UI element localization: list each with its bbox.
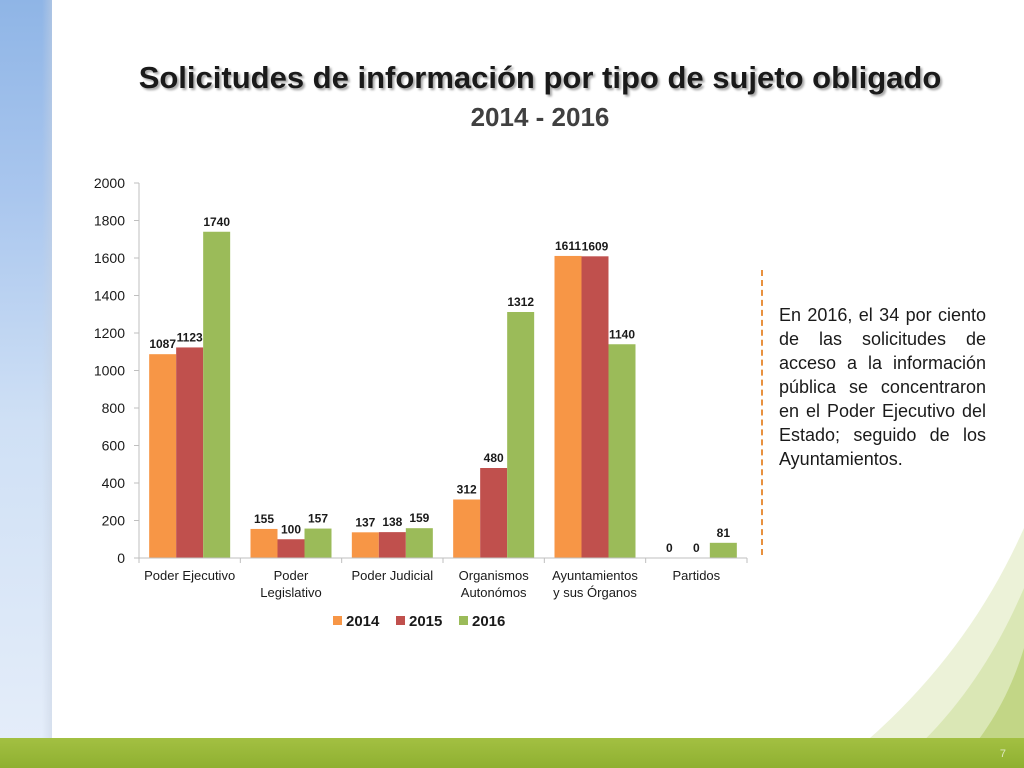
data-label-2014: 137: [355, 515, 375, 529]
bar-2014: [250, 528, 278, 558]
bar-2015: [176, 347, 204, 558]
x-category-label: Poder Judicial: [352, 568, 434, 583]
summary-note: En 2016, el 34 por ciento de las solicit…: [779, 305, 986, 469]
legend-label-2016: 2016: [472, 613, 505, 630]
slide-title: Solicitudes de información por tipo de s…: [138, 60, 942, 95]
data-labels: 1087 1123 1740 155 100 157 137 138 159 312 480 1312…: [149, 215, 730, 555]
bar-2014: [351, 532, 379, 558]
bar-2016: [304, 528, 332, 558]
y-tick-label: 1800: [94, 213, 125, 229]
data-label-2014: 312: [457, 483, 477, 497]
bar-2015: [581, 256, 609, 558]
left-band-shadow: [42, 0, 52, 768]
bar-2016: [203, 231, 231, 558]
x-category-label: Partidos: [672, 568, 720, 583]
y-tick-label: 1400: [94, 288, 125, 304]
legend-swatch-2015: [396, 616, 405, 625]
bar-2016: [507, 312, 535, 558]
data-label-2015: 1123: [177, 330, 203, 344]
y-tick-label: 400: [102, 475, 126, 491]
bars: [149, 231, 737, 558]
bar-2014: [554, 255, 582, 558]
data-label-2014: 1611: [555, 239, 581, 253]
dashed-divider: [761, 270, 763, 555]
bottom-decorative-band: [0, 738, 1024, 768]
bar-2014: [453, 499, 481, 558]
slide-subtitle: 2014 - 2016: [470, 102, 610, 132]
x-axis: Poder Ejecutivo Poder Legislativo Poder Jud…: [138, 557, 748, 600]
bar-2016: [405, 528, 433, 558]
y-tick-label: 200: [102, 513, 126, 529]
chart-legend: 2014 2015 2016: [333, 613, 505, 630]
data-label-2016: 159: [409, 511, 429, 525]
data-label-2015: 138: [382, 515, 402, 529]
legend-swatch-2014: [333, 616, 342, 625]
data-label-2016: 1140: [609, 327, 635, 341]
data-label-2016: 1740: [203, 215, 230, 229]
data-label-2015: 100: [281, 522, 301, 536]
y-axis: 0 200 400 600 800 1000 1200 1400 1600 1800 2000: [94, 175, 140, 566]
x-category-label: y sus Órganos: [553, 585, 637, 600]
data-label-2015: 0: [693, 541, 700, 555]
x-category-label: Ayuntamientos: [552, 568, 638, 583]
y-tick-label: 600: [102, 438, 126, 454]
x-category-label: Autonómos: [461, 585, 527, 600]
data-label-2015: 480: [484, 451, 504, 465]
data-label-2014: 155: [254, 512, 274, 526]
bar-2016: [608, 344, 636, 558]
data-label-2016: 1312: [507, 295, 534, 309]
data-label-2014: 1087: [149, 337, 176, 351]
y-tick-label: 2000: [94, 175, 125, 191]
y-tick-label: 1200: [94, 325, 125, 341]
data-label-2016: 157: [308, 512, 328, 526]
x-category-label: Organismos: [459, 568, 530, 583]
data-label-2014: 0: [666, 541, 673, 555]
legend-label-2014: 2014: [346, 613, 380, 630]
legend-label-2015: 2015: [409, 613, 442, 630]
bar-2016: [709, 542, 737, 558]
y-tick-label: 0: [117, 550, 125, 566]
x-category-label: Poder: [274, 568, 309, 583]
bar-2015: [480, 468, 508, 558]
bar-2014: [149, 354, 177, 558]
legend-swatch-2016: [459, 616, 468, 625]
x-category-label: Poder Ejecutivo: [144, 568, 235, 583]
data-label-2015: 1609: [582, 239, 609, 253]
bar-2015: [277, 539, 305, 558]
data-label-2016: 81: [717, 526, 731, 540]
y-tick-label: 1000: [94, 363, 125, 379]
page-number: 7: [999, 748, 1006, 760]
bar-2015: [378, 532, 406, 558]
y-tick-label: 1600: [94, 250, 125, 266]
x-category-label: Legislativo: [260, 585, 321, 600]
y-tick-label: 800: [102, 400, 126, 416]
